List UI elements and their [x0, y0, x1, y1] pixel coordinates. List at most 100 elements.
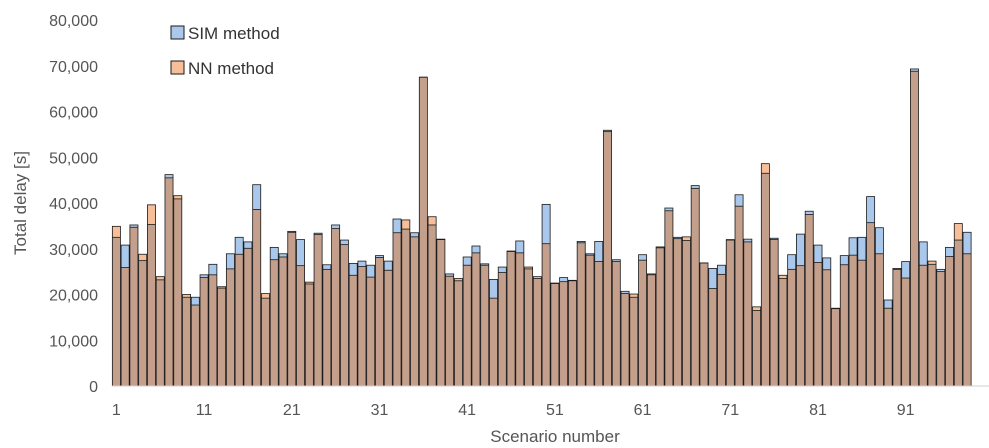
- bar-73: [743, 238, 753, 387]
- bar-overlap-44: [489, 298, 498, 386]
- bar-9: [182, 294, 191, 387]
- bar-excess-35: [410, 232, 419, 237]
- bar-94: [927, 260, 937, 387]
- bar-overlap-43: [480, 265, 489, 386]
- bar-overlap-2: [121, 267, 130, 386]
- bar-7: [164, 174, 174, 387]
- bar-77: [778, 274, 788, 387]
- bar-excess-26: [331, 224, 340, 229]
- bar-29: [357, 260, 367, 387]
- bar-excess-87: [866, 196, 875, 223]
- bar-54: [576, 241, 586, 387]
- bar-1: [111, 225, 121, 387]
- bar-excess-41: [463, 256, 472, 266]
- bar-overlap-59: [621, 293, 630, 386]
- bar-excess-72: [735, 194, 744, 207]
- bar-11: [199, 274, 209, 387]
- bar-excess-85: [849, 237, 858, 256]
- x-tick-label: 91: [897, 402, 915, 419]
- bar-overlap-38: [436, 239, 445, 386]
- bar-overlap-98: [963, 253, 972, 386]
- bar-92: [910, 68, 919, 387]
- bar-overlap-41: [463, 265, 472, 386]
- bar-excess-17: [252, 184, 261, 210]
- bar-overlap-23: [305, 283, 314, 386]
- bar-overlap-35: [410, 236, 419, 386]
- bar-69: [708, 268, 718, 387]
- bar-overlap-78: [787, 269, 796, 386]
- bar-excess-2: [121, 245, 130, 268]
- bar-overlap-31: [375, 257, 384, 386]
- bar-overlap-61: [638, 260, 647, 386]
- bar-48: [524, 266, 534, 387]
- x-axis: 1 11 21 31 41 51 61 71 81 91: [112, 402, 915, 419]
- y-tick-label: 30,000: [49, 242, 98, 259]
- bar-excess-19: [270, 247, 279, 260]
- y-tick-label: 50,000: [49, 150, 98, 167]
- bar-excess-91: [901, 261, 910, 279]
- bar-excess-13: [217, 286, 226, 289]
- bar-excess-47: [515, 240, 524, 253]
- bar-overlap-40: [454, 280, 463, 386]
- bar-excess-48: [524, 267, 533, 269]
- legend-item-sim: SIM method: [170, 24, 280, 43]
- bar-16: [243, 241, 253, 387]
- bar-79: [796, 233, 805, 387]
- bar-excess-32: [384, 261, 393, 271]
- bar-58: [611, 259, 621, 387]
- bar-overlap-60: [629, 297, 638, 386]
- bar-excess-82: [822, 257, 831, 270]
- bar-42: [471, 245, 481, 387]
- y-tick-label: 10,000: [49, 333, 98, 350]
- y-tick-label: 20,000: [49, 288, 98, 305]
- bar-20: [278, 253, 288, 387]
- bar-86: [857, 236, 867, 387]
- x-tick-label: 51: [546, 402, 564, 419]
- bar-55: [585, 253, 595, 387]
- bar-overlap-54: [577, 242, 586, 386]
- bar-excess-23: [305, 282, 314, 284]
- bar-overlap-24: [314, 234, 323, 386]
- bar-14: [225, 253, 235, 387]
- bar-overlap-33: [392, 232, 402, 386]
- bar-50: [541, 203, 551, 387]
- x-tick-label: 61: [634, 402, 652, 419]
- bar-overlap-22: [296, 265, 305, 386]
- bar-overlap-72: [735, 206, 744, 386]
- x-axis-title: Scenario number: [490, 427, 620, 446]
- bar-4: [138, 253, 148, 387]
- bar-30: [366, 264, 376, 387]
- bar-53: [567, 279, 577, 387]
- bar-excess-4: [138, 254, 147, 261]
- bar-27: [339, 239, 349, 387]
- bar-excess-63: [656, 246, 665, 248]
- bar-23: [304, 281, 314, 387]
- bar-excess-43: [480, 263, 489, 266]
- bar-excess-7: [164, 174, 174, 178]
- bar-17: [252, 184, 262, 387]
- bar-95: [936, 268, 946, 387]
- bar-overlap-11: [200, 277, 209, 386]
- bars-layer: [111, 68, 972, 387]
- bar-89: [883, 299, 893, 387]
- bar-overlap-32: [384, 270, 393, 386]
- bar-overlap-87: [866, 222, 875, 386]
- bar-excess-61: [638, 254, 647, 261]
- bar-excess-69: [708, 268, 717, 289]
- bar-overlap-80: [805, 214, 814, 386]
- bar-excess-84: [840, 255, 849, 265]
- bar-excess-8: [173, 195, 182, 199]
- bar-excess-37: [428, 216, 437, 225]
- bar-overlap-8: [173, 198, 182, 386]
- bar-overlap-71: [726, 240, 735, 386]
- bar-overlap-1: [112, 237, 121, 386]
- bar-excess-28: [349, 263, 358, 276]
- bar-44: [489, 279, 498, 387]
- bar-28: [348, 262, 358, 387]
- bar-overlap-36: [419, 77, 428, 386]
- bar-overlap-27: [340, 244, 349, 386]
- bar-overlap-57: [603, 131, 612, 386]
- bar-71: [725, 239, 735, 387]
- bar-overlap-49: [533, 278, 542, 386]
